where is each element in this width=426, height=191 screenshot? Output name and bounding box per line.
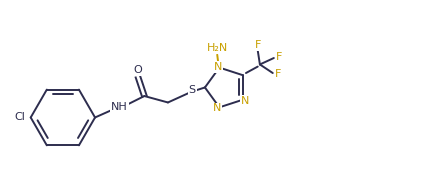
Text: N: N [240,96,248,106]
Text: Cl: Cl [14,112,26,122]
Text: N: N [213,62,222,72]
Text: F: F [274,69,281,79]
Text: N: N [213,103,221,113]
Text: S: S [188,85,195,95]
Text: F: F [254,40,260,50]
Text: O: O [133,65,142,75]
Text: F: F [275,52,282,62]
Text: NH: NH [111,102,128,112]
Text: H₂N: H₂N [206,43,227,53]
